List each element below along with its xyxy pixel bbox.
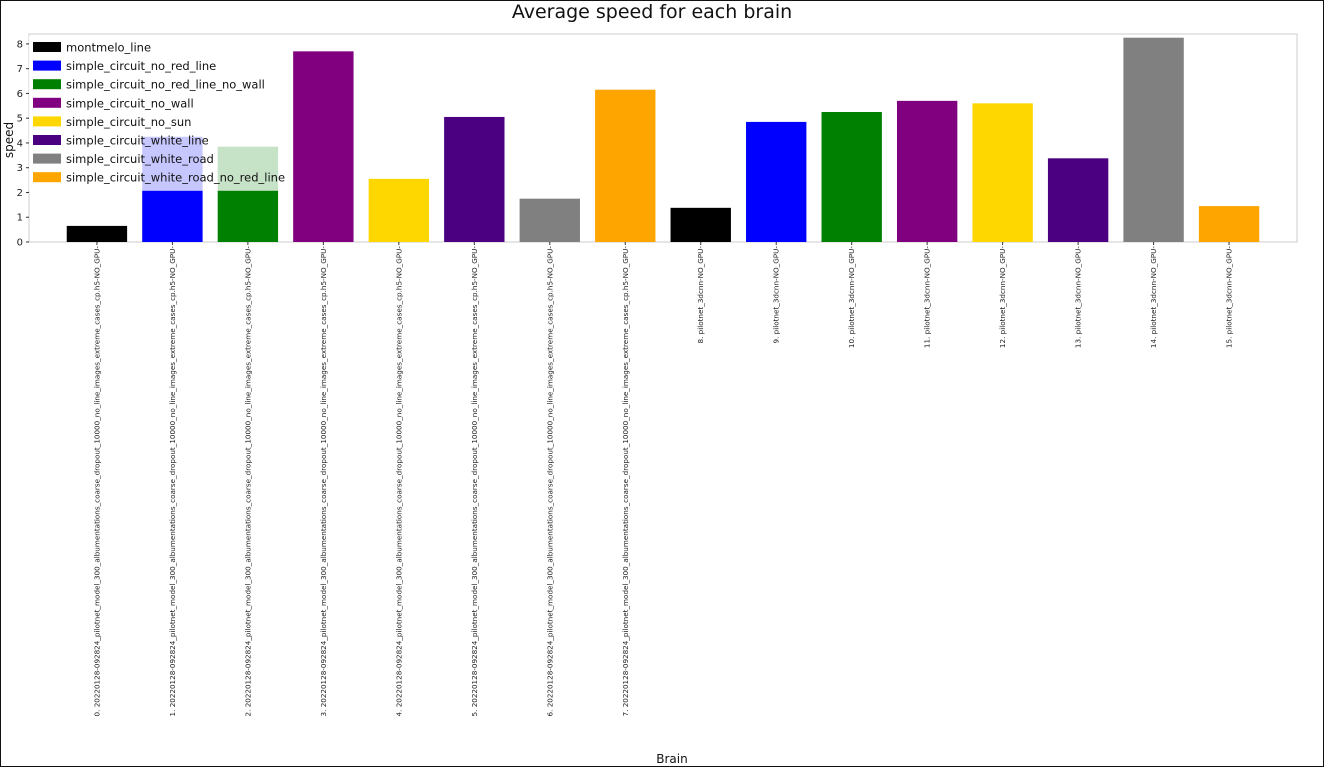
- x-tick-label: 4. 20220128-092824_pilotnet_model_300_al…: [394, 246, 403, 717]
- bar-10: [821, 112, 882, 242]
- x-tick-label: 13. pilotnet_3dcnn-NO_GPU-: [1074, 246, 1083, 348]
- x-tick-label: 9. pilotnet_3dcnn-NO_GPU-: [772, 246, 781, 344]
- legend-item-label: simple_circuit_no_wall: [66, 96, 194, 110]
- x-axis-label: Brain: [656, 752, 687, 766]
- bar-5: [444, 116, 505, 242]
- y-tick-label: 7: [17, 64, 23, 75]
- bar-6: [519, 198, 580, 242]
- x-tick-label: 1. 20220128-092824_pilotnet_model_300_al…: [168, 246, 177, 717]
- y-tick-label: 3: [17, 163, 23, 174]
- legend-swatch: [33, 135, 61, 145]
- y-tick-label: 6: [17, 89, 23, 100]
- bar-9: [746, 121, 807, 242]
- legend-item-label: simple_circuit_no_red_line_no_wall: [66, 78, 265, 92]
- bar-14: [1123, 37, 1184, 242]
- x-tick-label: 0. 20220128-092824_pilotnet_model_300_al…: [92, 246, 101, 717]
- legend-swatch: [33, 97, 61, 108]
- y-axis-label: speed: [2, 122, 16, 158]
- x-tick-label: 15. pilotnet_3dcnn-NO_GPU-: [1225, 246, 1234, 348]
- legend-item-label: simple_circuit_white_line: [66, 134, 209, 148]
- x-tick-label: 11. pilotnet_3dcnn-NO_GPU-: [923, 246, 932, 348]
- x-tick-label: 6. 20220128-092824_pilotnet_model_300_al…: [545, 246, 554, 717]
- x-tick-label: 3. 20220128-092824_pilotnet_model_300_al…: [319, 246, 328, 717]
- bar-13: [1047, 158, 1109, 242]
- bar-15: [1198, 206, 1260, 242]
- legend-item-label: simple_circuit_no_red_line: [66, 59, 216, 73]
- bar-8: [670, 207, 731, 242]
- x-tick-label: 5. 20220128-092824_pilotnet_model_300_al…: [470, 246, 479, 717]
- legend-swatch: [33, 42, 61, 52]
- bar-4: [368, 178, 430, 242]
- legend-swatch: [33, 116, 61, 127]
- legend-item-label: montmelo_line: [66, 41, 151, 55]
- x-tick-label: 2. 20220128-092824_pilotnet_model_300_al…: [243, 246, 252, 717]
- bar-7: [595, 89, 656, 242]
- bar-12: [972, 103, 1033, 242]
- y-tick-label: 8: [17, 39, 23, 50]
- bar-0: [66, 225, 128, 242]
- legend-item-label: simple_circuit_white_road_no_red_line: [66, 171, 285, 185]
- y-tick-label: 1: [17, 213, 23, 224]
- bar-3: [293, 51, 354, 243]
- legend-box: [29, 36, 291, 191]
- legend-swatch: [33, 153, 61, 164]
- legend-swatch: [33, 60, 61, 71]
- y-tick-label: 4: [17, 138, 23, 149]
- x-tick-label: 10. pilotnet_3dcnn-NO_GPU-: [847, 246, 856, 348]
- legend-item-label: simple_circuit_white_road: [66, 152, 214, 166]
- bar-11: [896, 100, 958, 242]
- legend-swatch: [33, 172, 61, 183]
- chart-title: Average speed for each brain: [512, 1, 792, 23]
- y-tick-label: 5: [17, 114, 23, 125]
- y-tick-label: 2: [17, 188, 23, 199]
- legend-swatch: [33, 79, 61, 90]
- y-tick-label: 0: [17, 238, 23, 249]
- x-tick-label: 8. pilotnet_3dcnn-NO_GPU-: [696, 246, 705, 344]
- x-tick-label: 12. pilotnet_3dcnn-NO_GPU-: [998, 246, 1007, 348]
- legend-item-label: simple_circuit_no_sun: [66, 115, 191, 129]
- x-tick-label: 14. pilotnet_3dcnn-NO_GPU-: [1149, 246, 1158, 348]
- x-tick-label: 7. 20220128-092824_pilotnet_model_300_al…: [621, 246, 630, 717]
